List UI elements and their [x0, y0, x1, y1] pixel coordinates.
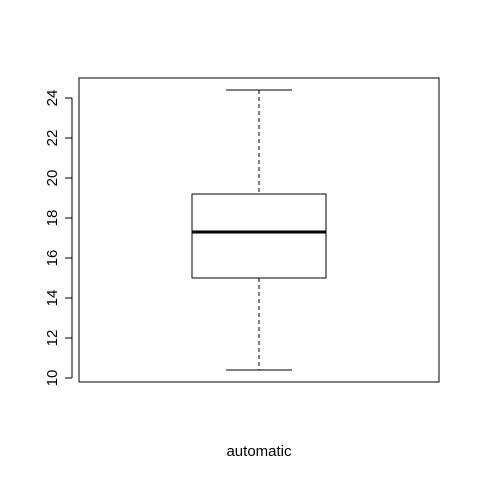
y-tick-label: 10 [44, 370, 61, 387]
y-tick-label: 16 [44, 250, 61, 267]
y-axis: 10 12 14 16 18 20 22 24 [44, 90, 73, 387]
y-tick-label: 24 [44, 90, 61, 107]
plot-frame [78, 77, 440, 383]
box-group [191, 89, 327, 371]
iqr-box [191, 193, 327, 279]
y-tick-label: 22 [44, 130, 61, 147]
y-tick-label: 20 [44, 170, 61, 187]
x-axis-label: automatic [226, 443, 292, 460]
y-tick-label: 18 [44, 210, 61, 227]
y-tick-label: 14 [44, 290, 61, 307]
y-tick-label: 12 [44, 330, 61, 347]
